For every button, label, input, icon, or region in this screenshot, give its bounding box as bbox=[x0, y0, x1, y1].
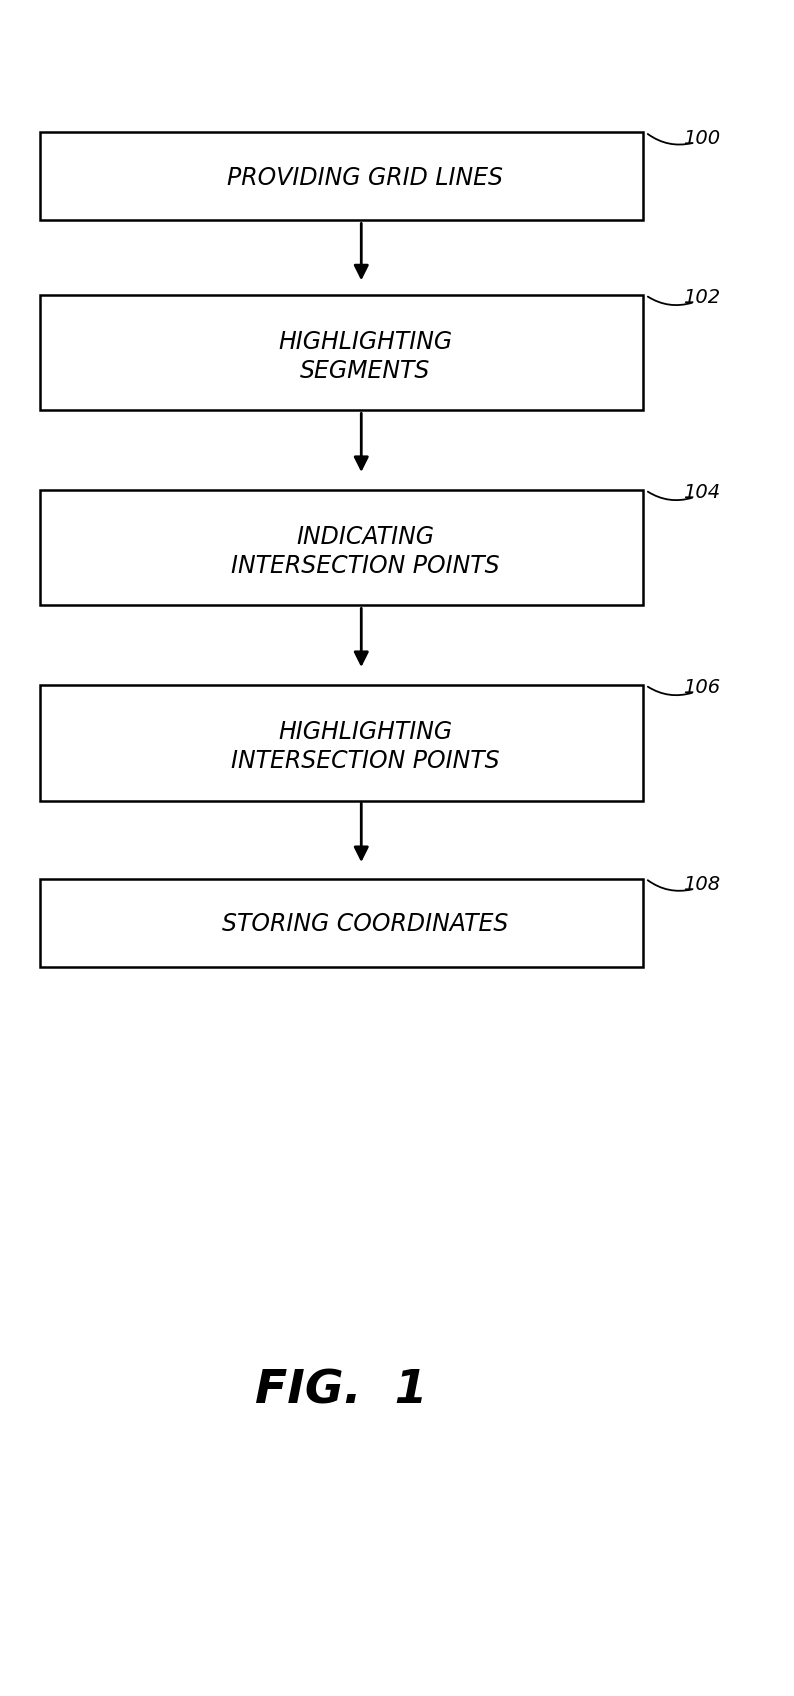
Text: HIGHLIGHTING
SEGMENTS: HIGHLIGHTING SEGMENTS bbox=[278, 329, 453, 383]
Text: FIG.  1: FIG. 1 bbox=[255, 1369, 428, 1413]
Text: STORING COORDINATES: STORING COORDINATES bbox=[222, 912, 508, 936]
FancyBboxPatch shape bbox=[40, 685, 643, 801]
Text: 100: 100 bbox=[683, 129, 720, 148]
Text: 106: 106 bbox=[683, 678, 720, 697]
Text: PROVIDING GRID LINES: PROVIDING GRID LINES bbox=[227, 166, 503, 190]
FancyBboxPatch shape bbox=[40, 295, 643, 410]
Text: HIGHLIGHTING
INTERSECTION POINTS: HIGHLIGHTING INTERSECTION POINTS bbox=[231, 719, 499, 773]
Text: 108: 108 bbox=[683, 875, 720, 894]
FancyBboxPatch shape bbox=[40, 490, 643, 605]
FancyBboxPatch shape bbox=[40, 879, 643, 967]
Text: 104: 104 bbox=[683, 483, 720, 502]
Text: INDICATING
INTERSECTION POINTS: INDICATING INTERSECTION POINTS bbox=[231, 524, 499, 578]
FancyBboxPatch shape bbox=[40, 132, 643, 220]
Text: 102: 102 bbox=[683, 288, 720, 307]
